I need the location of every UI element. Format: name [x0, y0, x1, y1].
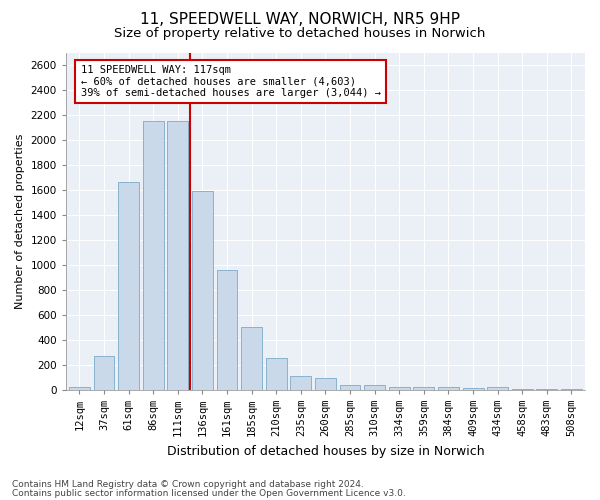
Bar: [143, 121, 164, 390]
Bar: [340, 386, 361, 390]
Bar: [241, 327, 262, 390]
Bar: [487, 388, 508, 390]
Text: 11 SPEEDWELL WAY: 117sqm
← 60% of detached houses are smaller (4,603)
39% of sem: 11 SPEEDWELL WAY: 117sqm ← 60% of detach…: [80, 65, 380, 98]
Bar: [364, 386, 385, 390]
Text: Contains public sector information licensed under the Open Government Licence v3: Contains public sector information licen…: [12, 488, 406, 498]
Text: 11, SPEEDWELL WAY, NORWICH, NR5 9HP: 11, SPEEDWELL WAY, NORWICH, NR5 9HP: [140, 12, 460, 28]
Bar: [413, 387, 434, 390]
Bar: [463, 388, 484, 390]
Text: Size of property relative to detached houses in Norwich: Size of property relative to detached ho…: [115, 28, 485, 40]
Bar: [266, 358, 287, 390]
Bar: [290, 376, 311, 390]
Y-axis label: Number of detached properties: Number of detached properties: [15, 134, 25, 309]
Bar: [94, 356, 115, 390]
X-axis label: Distribution of detached houses by size in Norwich: Distribution of detached houses by size …: [167, 444, 484, 458]
Bar: [438, 388, 459, 390]
Bar: [69, 387, 90, 390]
Bar: [315, 378, 336, 390]
Bar: [192, 191, 213, 390]
Bar: [217, 270, 238, 390]
Bar: [167, 121, 188, 390]
Bar: [512, 389, 533, 390]
Bar: [118, 182, 139, 390]
Text: Contains HM Land Registry data © Crown copyright and database right 2024.: Contains HM Land Registry data © Crown c…: [12, 480, 364, 489]
Bar: [389, 387, 410, 390]
Bar: [536, 388, 557, 390]
